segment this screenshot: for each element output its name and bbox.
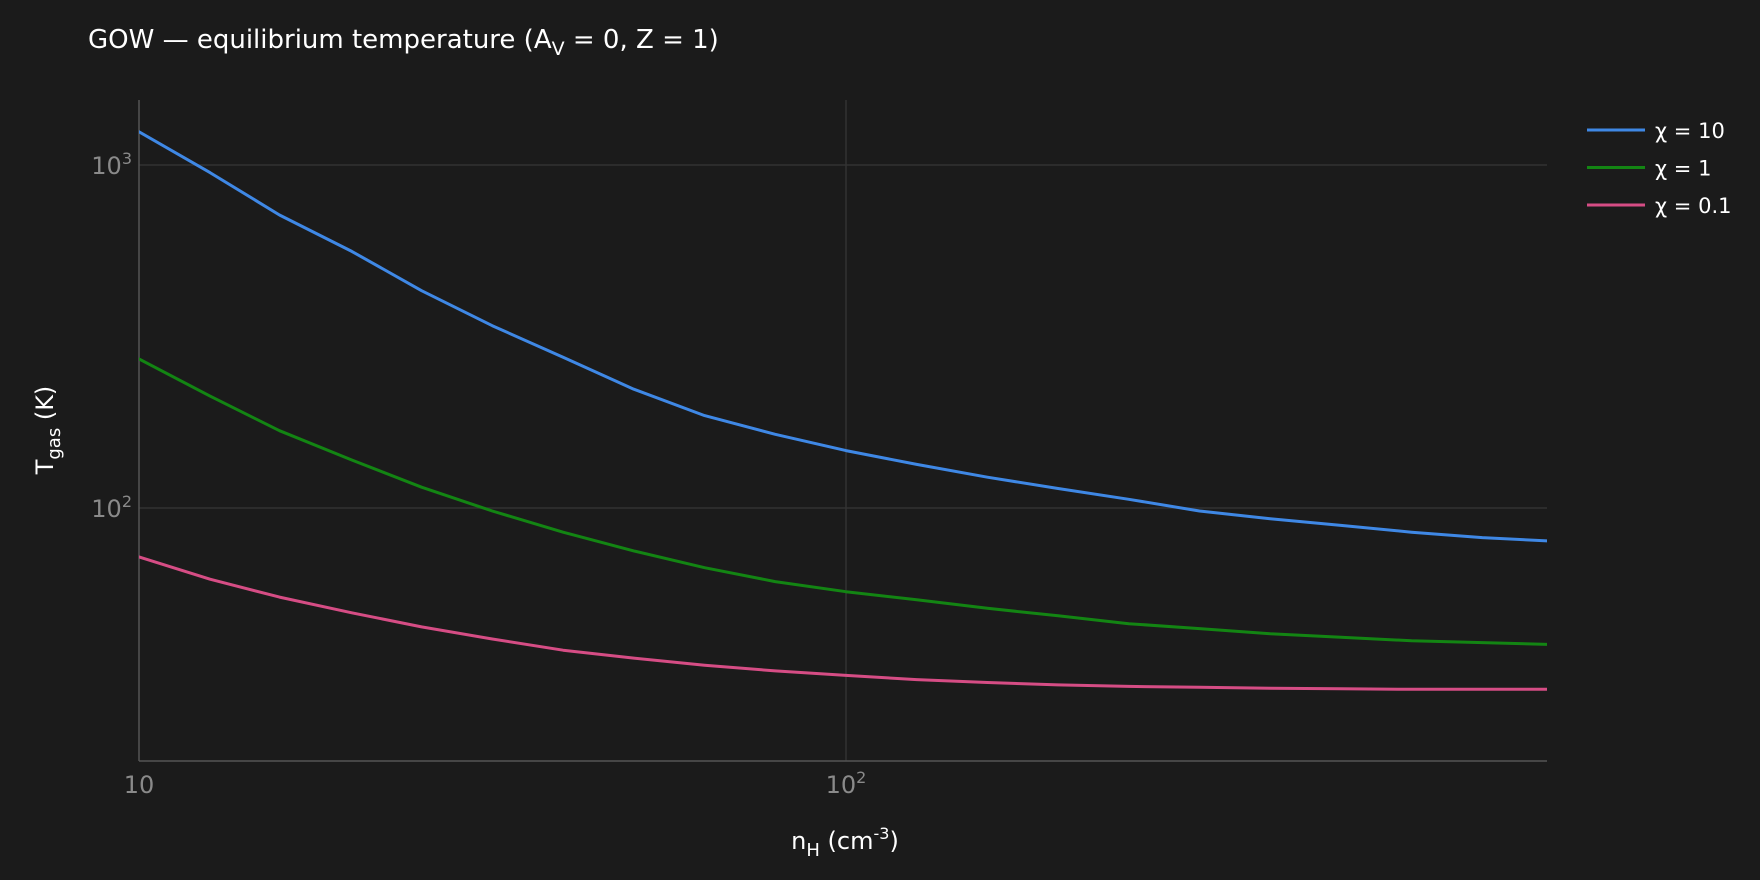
axes: 10 102 102 103	[91, 100, 1547, 799]
series-line-2	[139, 555, 1547, 691]
x-tick-label: 10	[124, 771, 155, 799]
y-axis-title: Tgas (K)	[31, 386, 65, 476]
y-tick-label: 102	[91, 492, 132, 523]
y-tick-label: 103	[91, 149, 132, 180]
x-axis-title: nH (cm-3)	[791, 824, 899, 861]
chart-title: GOW — equilibrium temperature (AV = 0, Z…	[88, 25, 719, 60]
series-line-0	[139, 130, 1547, 543]
series-lines	[139, 130, 1547, 691]
legend-label[interactable]: χ = 10	[1655, 119, 1725, 143]
x-tick-label: 102	[826, 768, 867, 799]
legend-label[interactable]: χ = 1	[1655, 157, 1711, 181]
legend[interactable]: χ = 10 χ = 1 χ = 0.1	[1587, 119, 1731, 218]
grid	[139, 100, 1547, 761]
legend-label[interactable]: χ = 0.1	[1655, 194, 1731, 218]
series-line-1	[139, 357, 1547, 646]
